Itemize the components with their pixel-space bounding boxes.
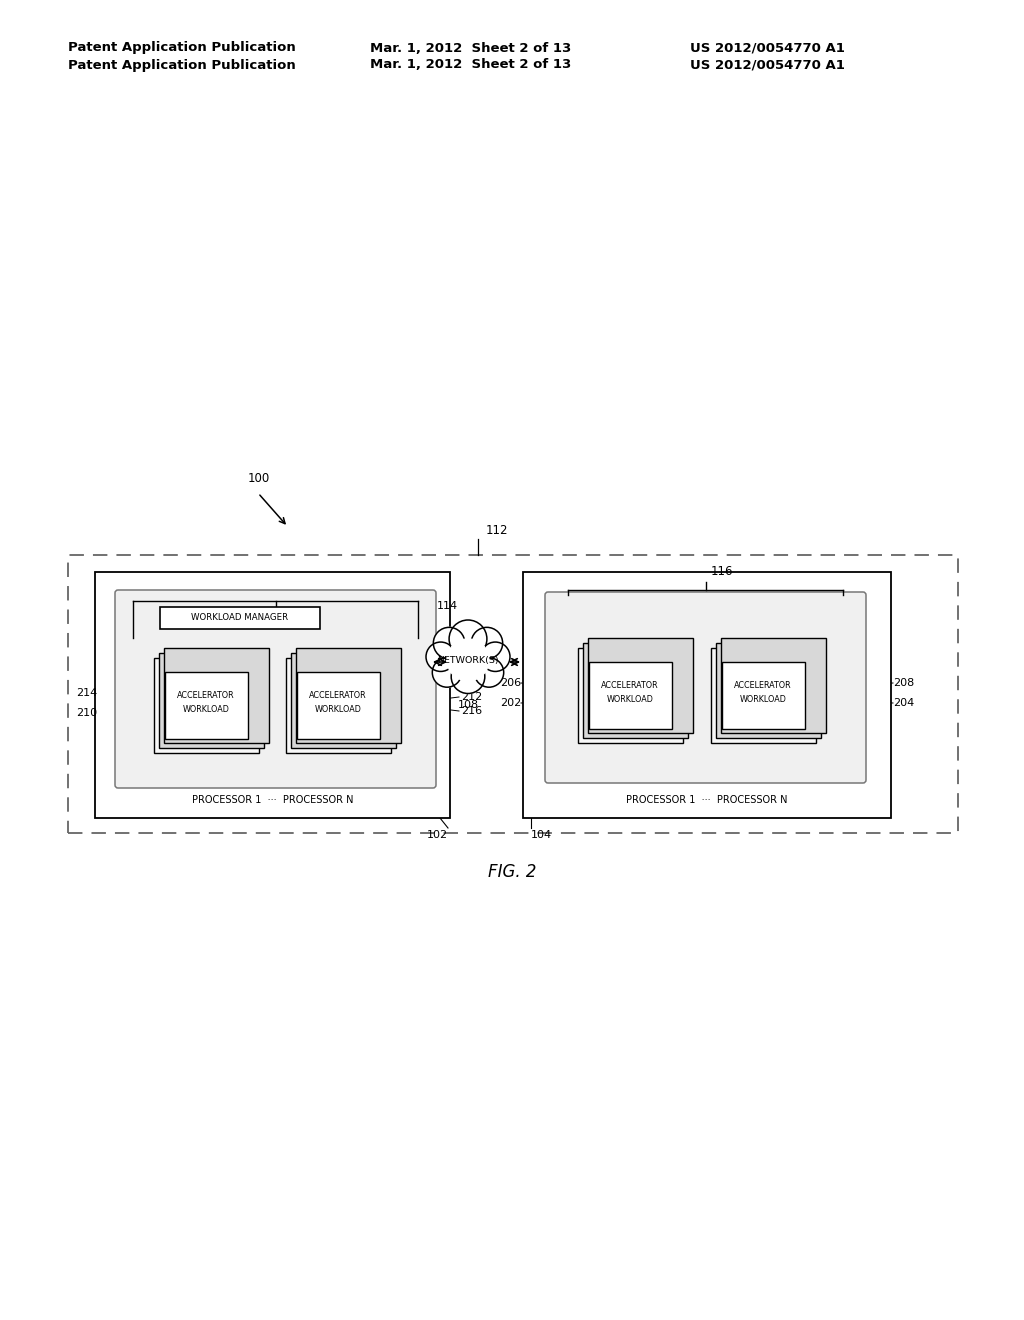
Text: 100: 100 bbox=[248, 473, 270, 484]
Text: 116: 116 bbox=[711, 565, 733, 578]
Circle shape bbox=[480, 642, 510, 672]
Circle shape bbox=[452, 660, 484, 693]
Text: Mar. 1, 2012  Sheet 2 of 13: Mar. 1, 2012 Sheet 2 of 13 bbox=[370, 58, 571, 71]
Circle shape bbox=[474, 657, 504, 688]
Bar bbox=[716, 643, 820, 738]
Bar bbox=[583, 643, 687, 738]
Text: WORKLOAD: WORKLOAD bbox=[606, 696, 653, 705]
Text: US 2012/0054770 A1: US 2012/0054770 A1 bbox=[690, 41, 845, 54]
Bar bbox=[588, 638, 692, 733]
Text: PROCESSOR 1  ···  PROCESSOR N: PROCESSOR 1 ··· PROCESSOR N bbox=[627, 795, 787, 805]
Bar bbox=[286, 657, 390, 752]
Text: WORKLOAD: WORKLOAD bbox=[182, 705, 229, 714]
FancyBboxPatch shape bbox=[545, 591, 866, 783]
Text: 212: 212 bbox=[461, 692, 482, 702]
Text: 214: 214 bbox=[76, 688, 97, 698]
Bar bbox=[721, 638, 825, 733]
Text: WORKLOAD: WORKLOAD bbox=[739, 696, 786, 705]
Bar bbox=[297, 672, 380, 738]
Bar bbox=[523, 572, 891, 818]
Bar bbox=[589, 661, 672, 729]
Circle shape bbox=[426, 642, 456, 672]
Text: Patent Application Publication: Patent Application Publication bbox=[68, 41, 296, 54]
Bar bbox=[711, 648, 815, 742]
Circle shape bbox=[450, 620, 486, 657]
Bar bbox=[722, 661, 805, 729]
Circle shape bbox=[471, 627, 503, 659]
Text: 118: 118 bbox=[135, 595, 156, 605]
Text: WORKLOAD MANAGER: WORKLOAD MANAGER bbox=[191, 614, 289, 623]
Bar bbox=[578, 648, 683, 742]
Bar bbox=[95, 572, 450, 818]
Text: 204: 204 bbox=[893, 698, 914, 708]
Text: 114: 114 bbox=[437, 601, 458, 611]
Text: 210: 210 bbox=[76, 708, 97, 718]
Text: 202: 202 bbox=[500, 698, 521, 708]
Text: ACCELERATOR: ACCELERATOR bbox=[734, 681, 792, 690]
Text: 206: 206 bbox=[500, 678, 521, 688]
Text: PROCESSOR 1  ···  PROCESSOR N: PROCESSOR 1 ··· PROCESSOR N bbox=[191, 795, 353, 805]
Text: ACCELERATOR: ACCELERATOR bbox=[601, 681, 658, 690]
Bar bbox=[68, 554, 958, 833]
Circle shape bbox=[432, 657, 462, 688]
Bar bbox=[159, 652, 263, 747]
Text: Patent Application Publication: Patent Application Publication bbox=[68, 58, 296, 71]
Text: ACCELERATOR: ACCELERATOR bbox=[309, 692, 367, 701]
Text: 216: 216 bbox=[461, 706, 482, 715]
Circle shape bbox=[433, 627, 465, 659]
Bar bbox=[154, 657, 258, 752]
Text: Mar. 1, 2012  Sheet 2 of 13: Mar. 1, 2012 Sheet 2 of 13 bbox=[370, 41, 571, 54]
Circle shape bbox=[447, 639, 489, 681]
Bar bbox=[160, 607, 319, 630]
Text: 108: 108 bbox=[458, 700, 478, 710]
Text: NETWORK(S): NETWORK(S) bbox=[437, 656, 499, 664]
Text: US 2012/0054770 A1: US 2012/0054770 A1 bbox=[690, 58, 845, 71]
Bar bbox=[291, 652, 395, 747]
Bar bbox=[164, 648, 268, 742]
Text: 102: 102 bbox=[427, 830, 449, 840]
Bar bbox=[165, 672, 248, 738]
FancyBboxPatch shape bbox=[115, 590, 436, 788]
Text: WORKLOAD: WORKLOAD bbox=[314, 705, 361, 714]
Text: ACCELERATOR: ACCELERATOR bbox=[177, 692, 234, 701]
Text: 104: 104 bbox=[531, 830, 552, 840]
Text: FIG. 2: FIG. 2 bbox=[487, 863, 537, 880]
Bar bbox=[296, 648, 400, 742]
Text: 112: 112 bbox=[486, 524, 509, 537]
Text: 208: 208 bbox=[893, 678, 914, 688]
